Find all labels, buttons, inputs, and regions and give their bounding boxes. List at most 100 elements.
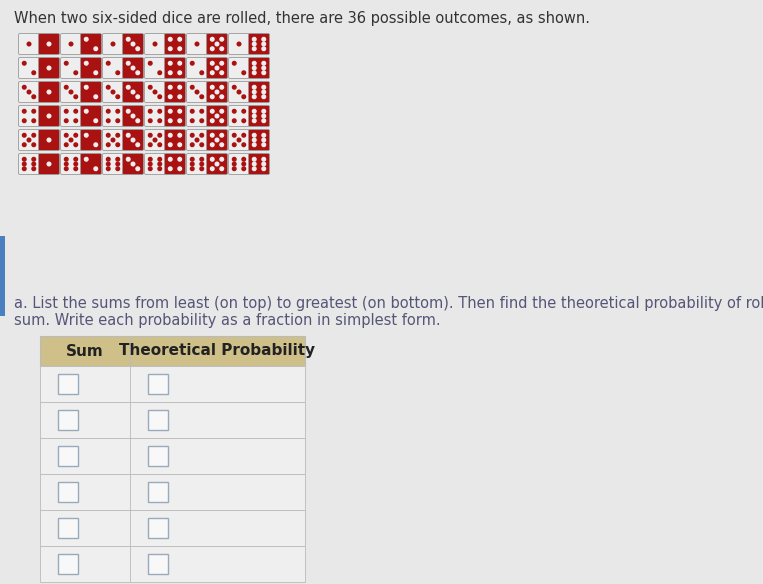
Circle shape	[242, 162, 246, 166]
FancyBboxPatch shape	[207, 57, 227, 78]
Bar	[40, 510, 305, 546]
Circle shape	[242, 71, 246, 75]
Circle shape	[69, 90, 72, 94]
Circle shape	[85, 109, 88, 113]
Circle shape	[253, 71, 256, 75]
Circle shape	[253, 61, 256, 65]
Circle shape	[237, 90, 241, 94]
Bar	[40, 402, 305, 438]
Circle shape	[116, 162, 120, 166]
Circle shape	[220, 143, 224, 147]
Circle shape	[220, 134, 224, 137]
Circle shape	[262, 85, 266, 89]
Circle shape	[211, 71, 214, 75]
Circle shape	[233, 158, 236, 161]
Circle shape	[200, 95, 204, 99]
Circle shape	[262, 167, 266, 171]
Circle shape	[69, 138, 72, 142]
Circle shape	[64, 119, 68, 123]
FancyBboxPatch shape	[123, 106, 143, 127]
Circle shape	[178, 109, 182, 113]
Circle shape	[32, 134, 36, 137]
FancyBboxPatch shape	[165, 106, 185, 127]
FancyBboxPatch shape	[102, 106, 124, 127]
Circle shape	[191, 143, 194, 147]
Circle shape	[131, 66, 135, 70]
Circle shape	[220, 85, 224, 89]
Circle shape	[253, 162, 256, 166]
Circle shape	[169, 85, 172, 89]
Circle shape	[136, 95, 140, 99]
Circle shape	[178, 134, 182, 137]
Bar	[58, 374, 78, 394]
FancyBboxPatch shape	[18, 33, 40, 54]
Circle shape	[74, 162, 78, 166]
FancyBboxPatch shape	[228, 130, 250, 151]
Circle shape	[94, 95, 98, 99]
Circle shape	[116, 95, 120, 99]
FancyBboxPatch shape	[102, 33, 124, 54]
Bar	[148, 410, 168, 430]
Circle shape	[153, 42, 157, 46]
Circle shape	[32, 158, 36, 161]
Bar	[58, 518, 78, 538]
Circle shape	[107, 162, 110, 166]
Circle shape	[74, 134, 78, 137]
Circle shape	[178, 119, 182, 123]
Circle shape	[94, 71, 98, 75]
Circle shape	[178, 143, 182, 147]
Circle shape	[136, 143, 140, 147]
Circle shape	[211, 167, 214, 171]
Circle shape	[178, 158, 182, 161]
Circle shape	[107, 167, 110, 171]
FancyBboxPatch shape	[38, 33, 60, 54]
Bar	[148, 554, 168, 574]
Circle shape	[22, 143, 26, 147]
Circle shape	[253, 167, 256, 171]
Bar	[148, 518, 168, 538]
Circle shape	[74, 158, 78, 161]
Circle shape	[220, 95, 224, 99]
FancyBboxPatch shape	[123, 33, 143, 54]
Text: When two six-sided dice are rolled, there are 36 possible outcomes, as shown.: When two six-sided dice are rolled, ther…	[14, 11, 590, 26]
Circle shape	[64, 143, 68, 147]
Circle shape	[220, 37, 224, 41]
Circle shape	[191, 119, 194, 123]
Circle shape	[85, 85, 88, 89]
Circle shape	[27, 138, 31, 142]
Circle shape	[64, 85, 68, 89]
FancyBboxPatch shape	[81, 154, 101, 175]
FancyBboxPatch shape	[18, 154, 40, 175]
Circle shape	[233, 109, 236, 113]
Circle shape	[200, 158, 204, 161]
Circle shape	[200, 71, 204, 75]
Circle shape	[215, 138, 219, 142]
Circle shape	[74, 167, 78, 171]
Circle shape	[127, 109, 130, 113]
Circle shape	[47, 162, 51, 166]
Circle shape	[149, 119, 152, 123]
Circle shape	[22, 85, 26, 89]
Circle shape	[32, 119, 36, 123]
FancyBboxPatch shape	[123, 154, 143, 175]
Circle shape	[233, 119, 236, 123]
FancyBboxPatch shape	[102, 82, 124, 103]
Circle shape	[178, 167, 182, 171]
Circle shape	[94, 167, 98, 171]
Circle shape	[153, 138, 157, 142]
FancyBboxPatch shape	[144, 154, 166, 175]
Circle shape	[69, 42, 72, 46]
Circle shape	[233, 143, 236, 147]
Circle shape	[107, 85, 110, 89]
FancyBboxPatch shape	[60, 106, 82, 127]
FancyBboxPatch shape	[81, 106, 101, 127]
Circle shape	[220, 158, 224, 161]
Circle shape	[116, 134, 120, 137]
Circle shape	[107, 134, 110, 137]
FancyBboxPatch shape	[144, 57, 166, 78]
FancyBboxPatch shape	[249, 33, 269, 54]
FancyBboxPatch shape	[18, 57, 40, 78]
Circle shape	[233, 162, 236, 166]
Circle shape	[158, 162, 162, 166]
FancyBboxPatch shape	[249, 82, 269, 103]
